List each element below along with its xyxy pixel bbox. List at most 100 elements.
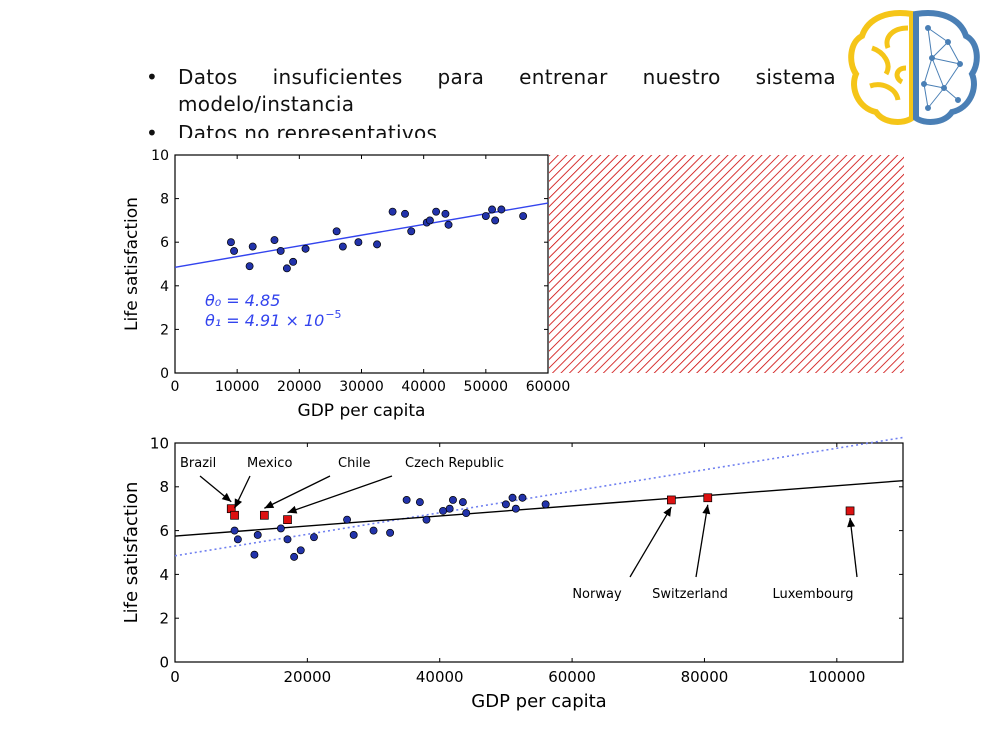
x-tick-label: 40000 xyxy=(416,668,464,686)
data-point xyxy=(248,242,257,251)
data-point xyxy=(541,500,550,509)
data-point xyxy=(401,209,409,218)
solid-fit-line xyxy=(174,479,904,537)
annotation-arrow-shaft xyxy=(629,506,672,578)
annotation-theta1: θ₁ = 4.91 × 10 xyxy=(205,311,324,330)
plot-frame xyxy=(174,442,904,663)
x-axis-label: GDP per capita xyxy=(298,401,426,421)
data-point xyxy=(276,524,285,533)
data-point xyxy=(491,216,500,225)
bullet-list: • Datos insuficientes para entrenar nues… xyxy=(146,64,836,138)
data-point xyxy=(458,498,467,507)
data-point xyxy=(233,535,242,544)
data-point xyxy=(230,526,239,535)
bullet-text: Datos insuficientes para entrenar nuestr… xyxy=(178,65,836,89)
annotation-arrow-head xyxy=(702,504,711,515)
chart-bottom: 0 20000 40000 60000 80000 100000 0 2 4 6 8 10 GDP pe… xyxy=(121,434,904,712)
data-point xyxy=(388,207,397,216)
plot-frame xyxy=(174,154,549,374)
x-tick-label: 0 xyxy=(170,668,180,686)
brain-logo-icon xyxy=(848,10,980,125)
country-label: Brazil xyxy=(180,456,216,471)
annotation-arrow-head xyxy=(287,505,298,514)
highlighted-point xyxy=(259,510,269,520)
annotation-arrow-head xyxy=(264,500,275,509)
data-point xyxy=(253,531,262,539)
x-tick-label: 30000 xyxy=(339,379,384,395)
hatched-region xyxy=(549,155,904,373)
annotation-exponent: −5 xyxy=(325,308,341,321)
y-tick-label: 0 xyxy=(159,653,169,671)
data-point xyxy=(519,212,528,220)
x-axis-label: GDP per capita xyxy=(471,691,606,712)
x-tick-label: 20000 xyxy=(277,379,322,395)
data-point xyxy=(283,535,292,544)
data-point xyxy=(497,205,506,214)
data-point xyxy=(441,209,450,218)
annotation-theta0: θ₀ = 4.85 xyxy=(205,291,280,310)
country-label: Chile xyxy=(338,456,371,471)
highlighted-point xyxy=(283,515,292,525)
bullet-item-1: • Datos insuficientes para entrenar nues… xyxy=(146,64,836,91)
x-tick-label: 50000 xyxy=(464,379,509,395)
data-point xyxy=(488,205,496,214)
x-tick-label: 20000 xyxy=(284,668,332,686)
data-point xyxy=(407,227,416,236)
country-label: Mexico xyxy=(247,456,292,471)
brain-left-folds xyxy=(869,25,909,101)
data-point xyxy=(343,515,352,524)
annotation-arrow-shaft xyxy=(287,475,393,514)
y-tick-label: 4 xyxy=(160,279,169,295)
data-point xyxy=(373,240,381,249)
data-point xyxy=(508,493,517,502)
data-point xyxy=(276,246,285,255)
data-point xyxy=(310,533,318,542)
data-point xyxy=(425,216,434,225)
country-label: Norway xyxy=(572,587,622,602)
data-point xyxy=(354,238,363,247)
brain-left-half xyxy=(848,10,915,125)
highlighted-point xyxy=(230,510,239,520)
data-point xyxy=(290,552,299,561)
y-tick-label: 6 xyxy=(159,522,169,540)
annotation-arrow-shaft xyxy=(849,517,858,578)
data-point xyxy=(386,528,395,537)
x-tick-label: 100000 xyxy=(808,668,865,686)
y-tick-label: 8 xyxy=(160,192,169,208)
x-tick-label: 0 xyxy=(171,379,180,395)
data-point xyxy=(250,550,259,559)
data-point xyxy=(245,262,254,271)
chart-top: 0 10000 20000 30000 40000 50000 60000 0 2 4 6 8 10 GD… xyxy=(122,148,570,421)
x-tick-label: 40000 xyxy=(401,379,446,395)
data-point xyxy=(338,242,347,251)
x-tick-label: 80000 xyxy=(681,668,729,686)
country-label: Luxembourg xyxy=(772,587,853,602)
bullet-item-2: • Datos no representativos xyxy=(146,120,437,138)
highlighted-point xyxy=(667,495,676,505)
y-tick-label: 4 xyxy=(159,566,169,584)
bullet-glyph: • xyxy=(146,65,159,89)
country-label: Switzerland xyxy=(652,587,728,602)
highlighted-point xyxy=(703,493,713,503)
brain-right-half xyxy=(913,10,980,125)
data-point xyxy=(462,509,471,518)
data-point xyxy=(422,515,431,524)
data-point xyxy=(282,264,291,273)
x-tick-label: 10000 xyxy=(215,379,260,395)
bullet-glyph: • xyxy=(146,121,159,138)
data-point xyxy=(226,238,235,247)
data-point xyxy=(332,227,341,236)
y-tick-label: 2 xyxy=(159,610,169,628)
annotation-arrow-head xyxy=(234,498,243,509)
y-tick-label: 6 xyxy=(160,235,169,251)
data-point xyxy=(444,220,453,229)
data-point xyxy=(481,212,490,220)
data-point xyxy=(289,257,298,266)
annotation-arrow-head xyxy=(663,506,672,517)
x-tick-label: 60000 xyxy=(548,668,596,686)
country-label: Czech Republic xyxy=(405,456,504,471)
y-axis-label: Life satisfaction xyxy=(121,482,142,624)
data-point xyxy=(449,495,457,504)
y-tick-label: 2 xyxy=(160,322,169,338)
